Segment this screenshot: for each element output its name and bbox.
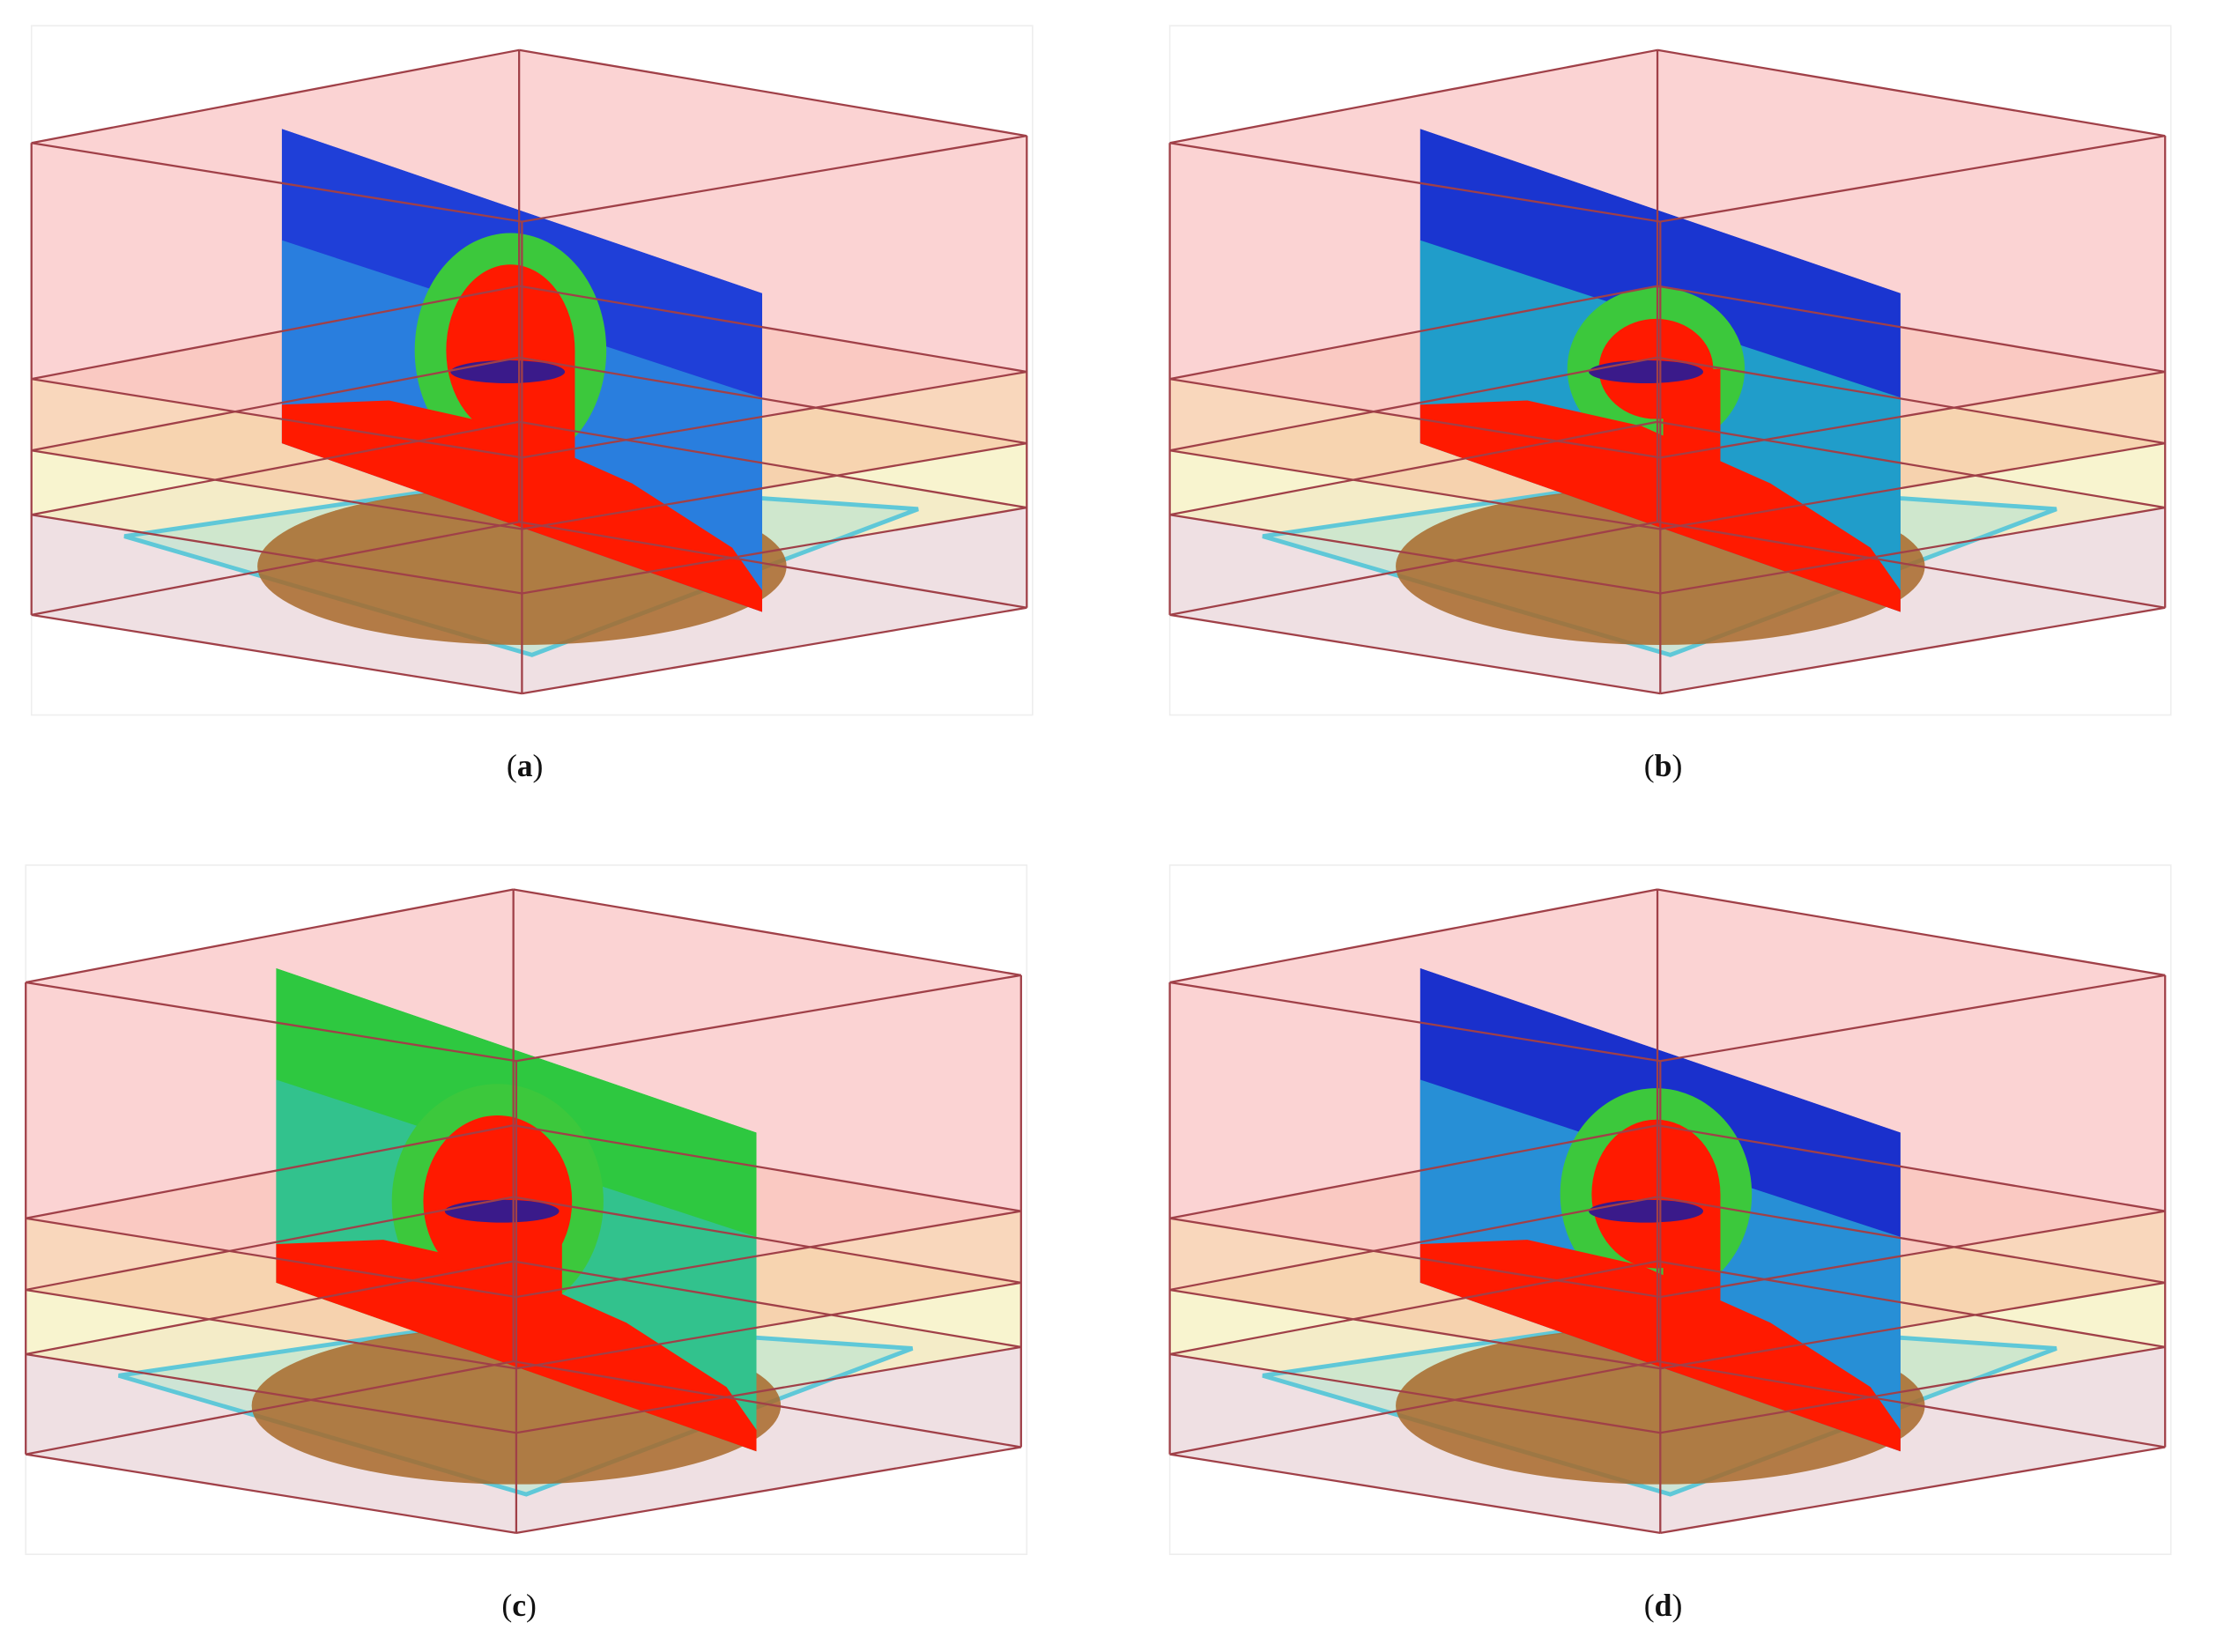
box-edge <box>1169 1288 1661 1370</box>
box-edge <box>26 981 517 1063</box>
box-edge <box>1169 285 1658 381</box>
box-edge <box>31 48 520 144</box>
box-edge <box>1657 1260 2166 1348</box>
box-edge <box>26 1196 514 1292</box>
box-edge <box>26 1453 517 1534</box>
panel: (d) <box>1168 864 2172 1623</box>
box-edge <box>1169 613 1661 695</box>
box-edge <box>518 48 1027 137</box>
box-edge <box>518 356 1027 445</box>
box-edge <box>31 420 520 516</box>
box-edge <box>522 135 1027 223</box>
box-edge <box>26 1288 517 1370</box>
box-edge <box>1660 1281 2166 1370</box>
box-edge <box>26 1352 517 1434</box>
box-edge <box>31 521 520 617</box>
box-edge <box>31 613 523 695</box>
box-edge <box>1657 420 2166 509</box>
box-edge <box>1660 442 2166 530</box>
box-edge <box>31 285 520 381</box>
box-edge <box>1660 507 2166 595</box>
box-edge <box>1169 420 1658 516</box>
box-edge <box>1660 1210 2166 1299</box>
box-edge <box>513 1196 1022 1284</box>
panel-caption: (c) <box>501 1588 537 1623</box>
box-edge <box>1660 1446 2166 1534</box>
box-edge <box>1657 521 2166 609</box>
box-edge <box>1657 285 2166 374</box>
box-edge <box>1169 1359 1658 1456</box>
box-edge <box>515 974 1022 1063</box>
box-edge <box>1657 1124 2166 1212</box>
box-edge <box>1169 888 1658 984</box>
panel: (a) <box>30 25 1034 783</box>
box-edge <box>1169 48 1658 144</box>
wing-section <box>1589 359 1703 383</box>
box-edge <box>1169 1196 1658 1292</box>
panel: (c) <box>25 864 1028 1623</box>
wing-section <box>1589 1199 1703 1223</box>
box-edge <box>522 442 1027 530</box>
box-edge <box>522 606 1027 695</box>
panel-caption: (b) <box>1644 748 1683 783</box>
box-edge <box>26 1359 514 1456</box>
box-edge <box>31 377 523 459</box>
panel-caption: (d) <box>1644 1588 1683 1623</box>
wing-section <box>450 359 566 383</box>
box-edge <box>513 1260 1022 1348</box>
box-edge <box>1169 142 1661 223</box>
box-edge <box>515 1345 1022 1434</box>
box-edge <box>513 1359 1022 1448</box>
box-edge <box>1169 1352 1661 1434</box>
box-edge <box>522 370 1027 459</box>
box-edge <box>31 356 520 452</box>
box-edge <box>1660 135 2166 223</box>
box-edge <box>518 285 1027 374</box>
box-edge <box>31 142 523 223</box>
box-edge <box>1657 48 2166 137</box>
box-edge <box>1657 1359 2166 1448</box>
box-edge <box>1169 1453 1661 1534</box>
box-edge <box>518 521 1027 609</box>
box-edge <box>522 507 1027 595</box>
box-edge <box>515 1281 1022 1370</box>
box-edge <box>518 420 1027 509</box>
box-edge <box>31 449 523 530</box>
box-edge <box>1169 514 1661 595</box>
box-edge <box>1169 1217 1661 1299</box>
box-edge <box>1169 521 1658 617</box>
box-edge <box>1169 981 1661 1063</box>
box-edge <box>1660 974 2166 1063</box>
box-edge <box>1660 606 2166 695</box>
box-edge <box>26 1124 514 1219</box>
box-edge <box>1660 1345 2166 1434</box>
panel: (b) <box>1168 25 2172 783</box>
box-edge <box>1169 1124 1658 1219</box>
box-edge <box>1169 449 1661 530</box>
box-edge <box>26 1260 514 1356</box>
box-edge <box>515 1446 1022 1534</box>
box-edge <box>26 888 514 984</box>
box-edge <box>1169 377 1661 459</box>
field-stem <box>1663 368 1721 527</box>
box-edge <box>513 888 1022 977</box>
box-edge <box>1169 1260 1658 1356</box>
box-edge <box>1169 356 1658 452</box>
box-edge <box>1657 1196 2166 1284</box>
box-edge <box>515 1210 1022 1299</box>
box-edge <box>31 514 523 595</box>
box-edge <box>1660 370 2166 459</box>
panel-caption: (a) <box>507 748 544 783</box>
wing-section <box>444 1199 560 1223</box>
box-edge <box>513 1124 1022 1212</box>
box-edge <box>26 1217 517 1299</box>
box-edge <box>1657 356 2166 445</box>
box-edge <box>1657 888 2166 977</box>
